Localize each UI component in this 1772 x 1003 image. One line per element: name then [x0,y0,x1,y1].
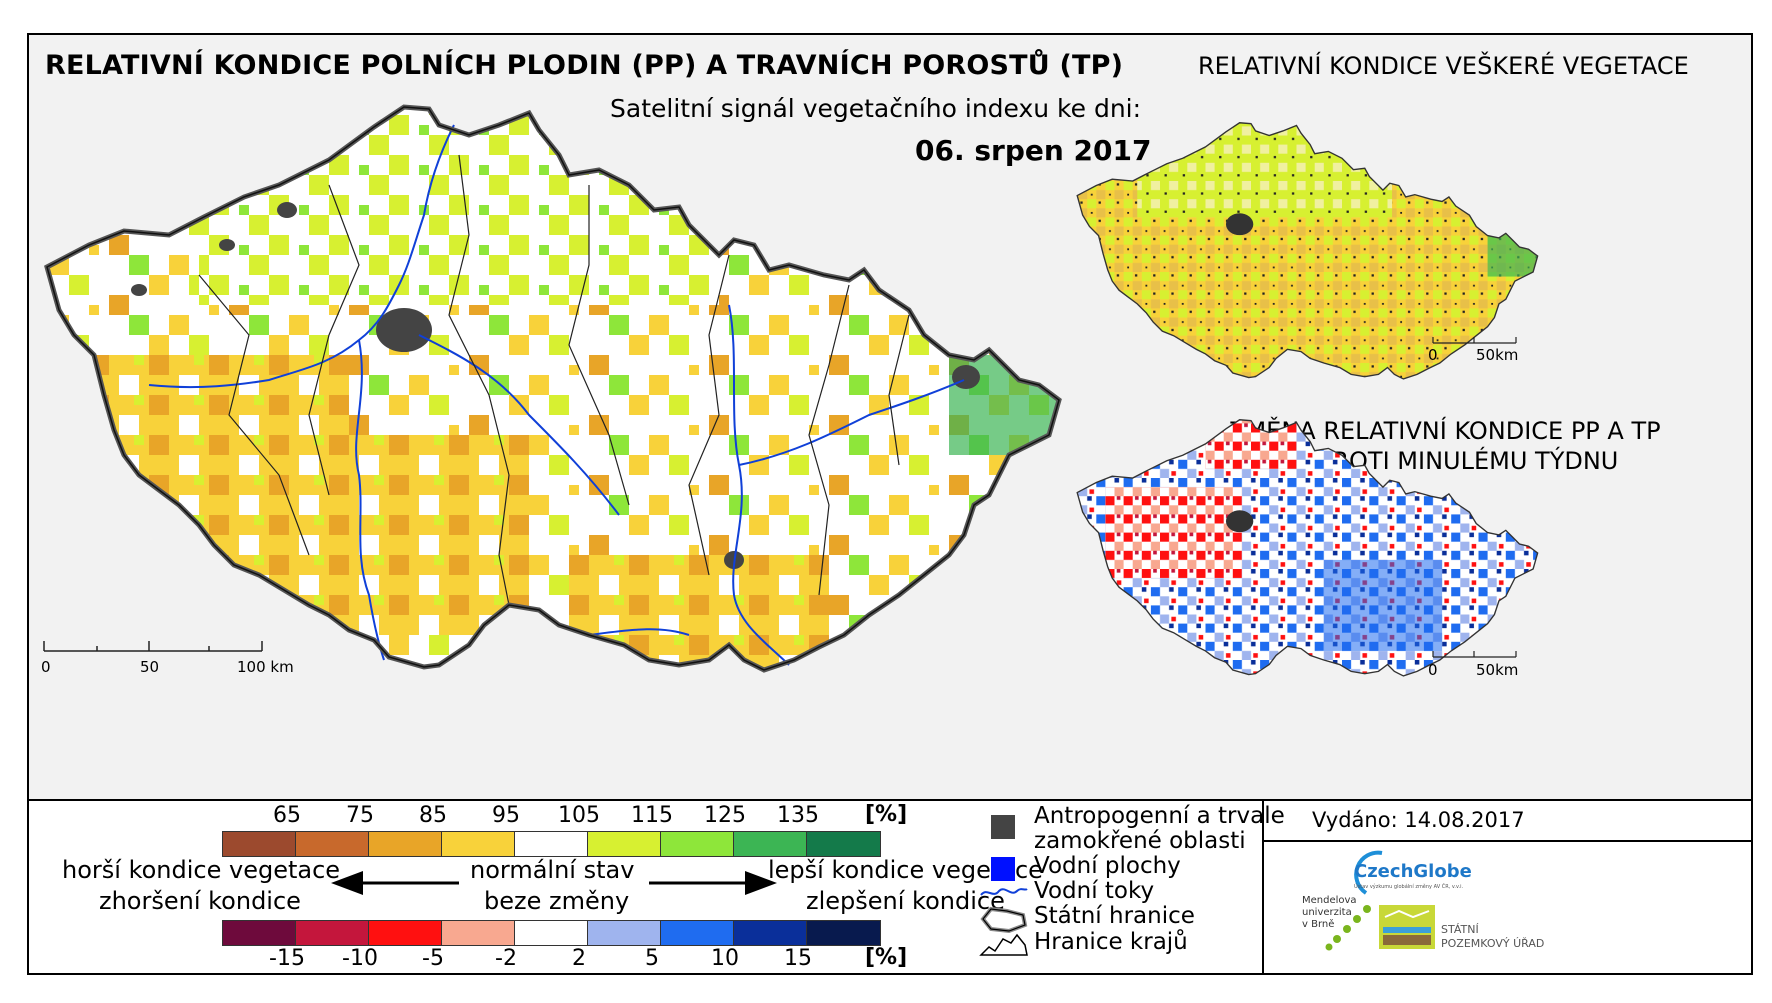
condition-swatch-2 [369,832,442,856]
condition-swatch-6 [661,832,734,856]
region-border-label: Hranice krajů [1034,929,1188,955]
change-swatch-0 [223,921,296,945]
urban-label-line1: Antropogenní a trvale [1034,803,1285,829]
change-swatch-4 [515,921,588,945]
change-color-bar [222,920,881,946]
water-swatch [991,857,1015,881]
right-top-title: RELATIVNÍ KONDICE VEŠKERÉ VEGETACE [1198,52,1689,80]
spu-emblem-icon [1379,905,1435,949]
urban-swatch [991,815,1015,839]
chg-scale-label-0: 0 [1428,661,1438,679]
spu-line1: STÁTNÍ [1441,923,1479,936]
rivers-label: Vodní toky [1034,878,1155,904]
veg-scale-label-50: 50km [1476,346,1518,364]
change-swatch-3 [442,921,515,945]
chg-tick-m5: -5 [422,946,444,971]
cond-tick-95: 95 [492,803,520,828]
state-border-icon [980,906,1028,934]
chg-unit: [%] [865,945,908,970]
main-scale-label-50: 50 [140,658,159,676]
normal-label-line2: beze změny [484,887,630,915]
legend-divider [1262,801,1264,973]
czechglobe-arc-icon [1354,850,1383,895]
cond-tick-85: 85 [419,803,447,828]
condition-swatch-1 [296,832,369,856]
chg-tick-m2: -2 [495,946,517,971]
change-scale-bar: 0 50km [1428,651,1518,679]
issued-date: Vydáno: 14.08.2017 [1312,808,1525,832]
mendel-line1: Mendelova [1302,895,1357,906]
worse-label-line1: horší kondice vegetace [62,856,341,884]
cond-tick-135: 135 [777,803,819,828]
river-icon [980,888,1028,896]
maps-panel: RELATIVNÍ KONDICE POLNÍCH PLODIN (PP) A … [29,35,1751,801]
better-label-line2: zlepšení kondice [806,887,1005,915]
czechglobe-name: CzechGlobe [1354,861,1472,882]
direction-arrows [331,871,777,895]
cond-tick-125: 125 [704,803,746,828]
change-swatch-1 [296,921,369,945]
subtitle: Satelitní signál vegetačního indexu ke d… [610,94,1142,123]
change-swatch-2 [369,921,442,945]
condition-color-bar [222,831,881,857]
issued-divider [1262,840,1751,842]
czechglobe-subtitle: Ústav výzkumu globální změny AV ČR, v.v.… [1354,884,1464,890]
change-swatch-8 [807,921,880,945]
main-title: RELATIVNÍ KONDICE POLNÍCH PLODIN (PP) A … [45,50,1124,81]
cond-tick-65: 65 [273,803,301,828]
vegetation-scale-bar: 0 50km [1428,337,1518,364]
main-scale-label-0: 0 [41,658,51,676]
map-frame: RELATIVNÍ KONDICE POLNÍCH PLODIN (PP) A … [27,33,1753,975]
legend-panel: 65 75 85 95 105 115 125 135 [%] horší ko… [29,801,1751,973]
cond-tick-105: 105 [558,803,600,828]
condition-swatch-0 [223,832,296,856]
cond-tick-75: 75 [346,803,374,828]
cond-unit: [%] [865,802,908,827]
state-border-label: Státní hranice [1034,903,1195,929]
change-swatch-5 [588,921,661,945]
mendel-line3: v Brně [1302,919,1335,930]
region-border-icon [979,933,1028,956]
mendel-dots-icon [1325,905,1371,951]
spu-line2: POZEMKOVÝ ÚŘAD [1441,937,1545,950]
chg-tick-5: 5 [645,946,659,971]
condition-swatch-8 [807,832,880,856]
chg-tick-15: 15 [784,946,812,971]
chg-tick-2: 2 [572,946,586,971]
mendel-line2: univerzita [1302,907,1352,918]
normal-label-line1: normální stav [470,856,635,884]
condition-swatch-3 [442,832,515,856]
condition-swatch-5 [588,832,661,856]
left-arrow-head [331,871,363,895]
chg-tick-m15: -15 [269,946,305,971]
date: 06. srpen 2017 [915,134,1152,167]
chg-tick-10: 10 [711,946,739,971]
worse-label-line2: zhoršení kondice [99,887,301,915]
veg-scale-label-0: 0 [1428,346,1438,364]
main-map: 0 50 100 km [41,35,1539,679]
chg-scale-label-50: 50km [1476,661,1518,679]
urban-label-line2: zamokřené oblasti [1034,828,1246,854]
main-scale-bar: 0 50 100 km [41,641,294,676]
condition-swatch-4 [515,832,588,856]
cond-tick-115: 115 [631,803,673,828]
change-swatch-7 [734,921,807,945]
main-scale-label-100: 100 km [237,658,294,676]
chg-tick-m10: -10 [342,946,378,971]
condition-swatch-7 [734,832,807,856]
change-map [1076,419,1539,677]
water-bodies-label: Vodní plochy [1034,853,1181,879]
right-arrow-head [745,871,777,895]
change-swatch-6 [661,921,734,945]
